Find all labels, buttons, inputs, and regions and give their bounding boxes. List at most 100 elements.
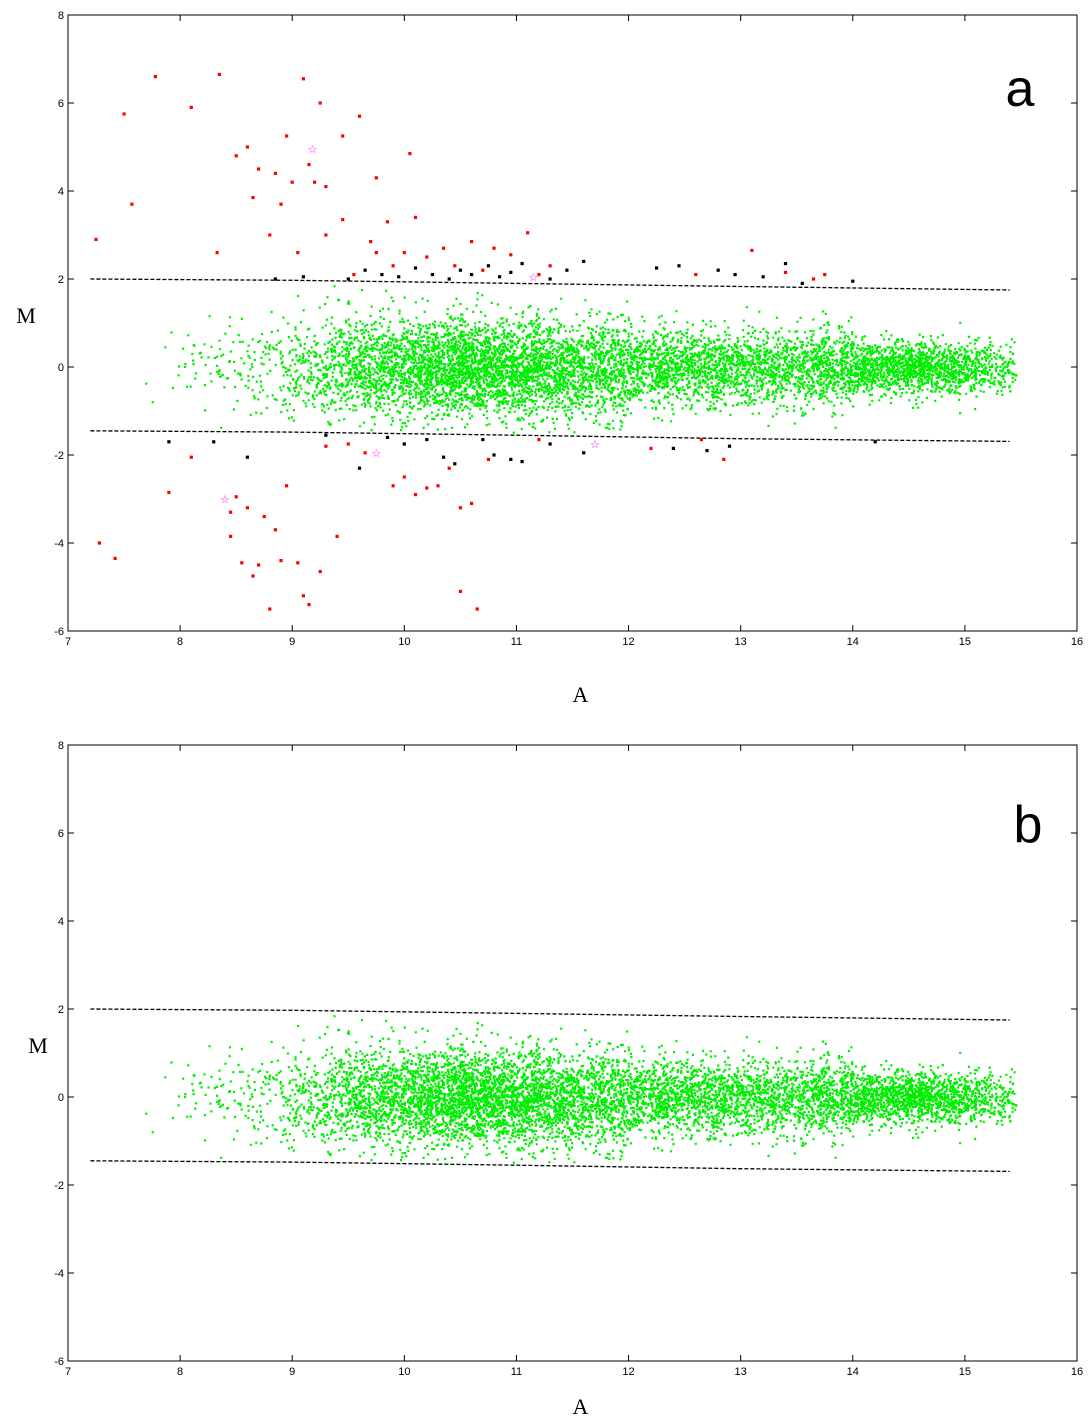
data-point <box>229 534 233 538</box>
data-point <box>301 275 305 279</box>
star-point: ☆ <box>528 271 538 284</box>
data-point <box>268 233 272 237</box>
bulk-cloud-points <box>145 1015 1018 1164</box>
data-point <box>458 506 462 510</box>
y-tick-label: 8 <box>58 10 64 22</box>
x-tick-label: 15 <box>959 1366 971 1378</box>
panel-a-label: a <box>1006 60 1035 118</box>
data-point <box>341 218 345 222</box>
data-point <box>285 484 289 488</box>
x-tick-label: 11 <box>511 1366 522 1378</box>
data-point <box>257 563 261 567</box>
data-point <box>470 501 474 505</box>
data-point <box>346 277 350 281</box>
data-point <box>509 253 513 257</box>
y-tick-label: -4 <box>54 538 64 550</box>
data-point <box>251 196 255 200</box>
data-point <box>699 438 703 442</box>
panel-a-threshold-lines <box>90 278 1010 443</box>
data-point <box>122 112 126 116</box>
data-point <box>413 266 418 270</box>
data-point <box>189 455 193 459</box>
data-point <box>677 264 681 268</box>
data-point <box>324 233 328 237</box>
y-tick-label: 6 <box>58 828 64 840</box>
data-point <box>391 484 395 488</box>
data-point <box>649 446 653 450</box>
data-point <box>402 442 406 446</box>
data-point <box>229 510 233 514</box>
data-point <box>453 462 457 466</box>
data-point <box>130 202 134 206</box>
data-point <box>727 444 732 448</box>
x-tick-label: 9 <box>289 636 295 648</box>
panel-b-x-axis-title: A <box>573 1394 589 1419</box>
data-point <box>548 277 552 281</box>
data-point <box>470 273 474 277</box>
data-point <box>783 262 788 266</box>
data-point <box>425 255 429 259</box>
y-tick-label: 2 <box>58 1004 64 1016</box>
y-tick-label: 4 <box>58 916 64 928</box>
data-point <box>352 273 356 277</box>
data-point <box>509 270 513 274</box>
data-point <box>694 273 698 277</box>
data-point <box>279 559 283 563</box>
panel-a-x-axis-title: A <box>573 682 589 707</box>
data-point <box>307 603 311 607</box>
data-point <box>268 607 272 611</box>
data-point <box>413 215 418 219</box>
x-tick-label: 10 <box>398 1366 410 1378</box>
y-tick-label: 4 <box>58 186 64 198</box>
y-tick-label: -6 <box>54 626 64 638</box>
data-point <box>811 277 816 281</box>
y-tick-label: 6 <box>58 98 64 110</box>
data-point <box>655 266 659 270</box>
data-point <box>94 237 98 241</box>
data-point <box>481 268 485 272</box>
upper-threshold-line <box>90 1008 1010 1021</box>
data-point <box>486 264 490 268</box>
data-point <box>285 134 289 138</box>
data-point <box>705 449 709 453</box>
y-tick-label: -6 <box>54 1356 64 1368</box>
data-point <box>716 268 720 272</box>
data-point <box>447 466 451 470</box>
x-tick-label: 14 <box>847 1366 859 1378</box>
x-tick-label: 8 <box>177 1366 183 1378</box>
data-point <box>318 101 322 105</box>
data-point <box>245 145 249 149</box>
data-point <box>363 451 367 455</box>
data-point <box>212 440 216 444</box>
data-point <box>324 444 328 448</box>
data-point <box>357 114 362 118</box>
panel-b-ticks: 7 8 9 10 11 12 13 14 15 16 -6 -4 -2 0 2 4 6 8 <box>54 740 1083 1378</box>
data-point <box>761 275 765 279</box>
data-point <box>245 506 249 510</box>
data-point <box>413 493 418 497</box>
data-point <box>313 180 317 184</box>
x-tick-label: 11 <box>511 636 522 648</box>
data-point <box>565 268 569 272</box>
data-point <box>374 176 378 180</box>
lower-threshold-line <box>90 430 1010 443</box>
data-point <box>548 442 552 446</box>
data-point <box>217 72 221 76</box>
y-tick-label: 0 <box>58 362 64 374</box>
data-point <box>307 163 311 167</box>
panel-b-label: b <box>1014 796 1043 854</box>
bulk-cloud-points <box>145 285 1018 434</box>
data-point <box>783 270 788 274</box>
x-tick-label: 8 <box>177 636 183 648</box>
data-point <box>750 248 754 252</box>
data-point <box>498 275 502 279</box>
data-point <box>385 220 390 224</box>
upper-threshold-line <box>90 278 1010 291</box>
y-tick-label: -2 <box>54 450 64 462</box>
panel-b: 7 8 9 10 11 12 13 14 15 16 -6 -4 -2 0 2 4 6 8 A M b <box>28 740 1083 1419</box>
data-point <box>425 438 429 442</box>
data-point <box>301 77 305 81</box>
data-point <box>318 570 322 574</box>
x-tick-label: 7 <box>65 1366 71 1378</box>
data-point <box>391 264 395 268</box>
